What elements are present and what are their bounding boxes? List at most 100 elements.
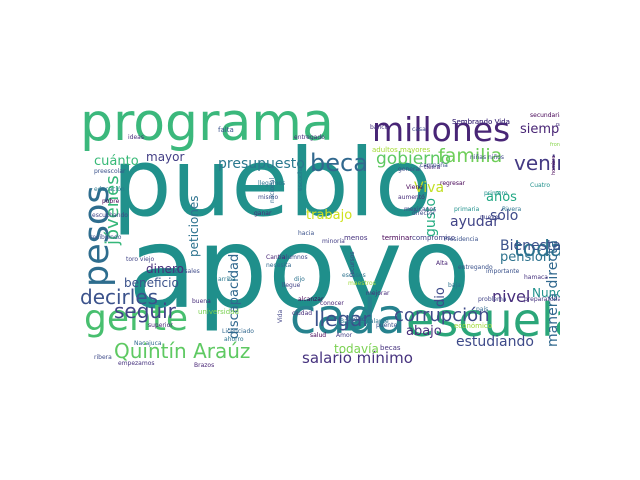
cloud-word: apoyo	[128, 204, 472, 334]
cloud-word: Alta	[436, 260, 448, 267]
cloud-word: pobre	[102, 198, 120, 205]
cloud-word: conocer	[320, 300, 344, 307]
cloud-word: arriba	[218, 276, 236, 283]
cloud-word: presupuesto	[218, 156, 305, 172]
cloud-word: niñas niños	[470, 154, 505, 161]
cloud-word: salario mínimo	[302, 349, 413, 367]
cloud-word: maestros	[348, 280, 376, 287]
cloud-word: ideas	[128, 134, 144, 141]
cloud-word: nivel	[492, 287, 531, 306]
cloud-word: banco	[370, 124, 389, 131]
cloud-word: compromiso	[412, 234, 456, 242]
cloud-word: secundaria	[530, 112, 560, 119]
cloud-word: primaria	[454, 206, 480, 213]
cloud-word: programa	[80, 107, 334, 153]
cloud-word: familia	[438, 145, 503, 167]
cloud-word: Nunca	[532, 286, 560, 300]
cloud-word: llegar	[314, 307, 371, 331]
cloud-word: llegue	[282, 282, 301, 289]
cloud-word: trabajo	[306, 208, 353, 223]
cloud-word: ahorro	[224, 336, 244, 343]
cloud-word: mayor	[146, 150, 185, 164]
cloud-word: peticiones	[187, 195, 201, 257]
cloud-word: estudiando	[456, 334, 534, 350]
cloud-word: sucursales	[168, 268, 200, 275]
cloud-word: mejorar	[366, 290, 390, 297]
cloud-word: nacional	[269, 177, 276, 203]
cloud-word: puente	[376, 322, 398, 329]
cloud-word: becas	[380, 344, 401, 352]
cloud-word: primero	[484, 190, 508, 197]
cloud-word: entregando	[458, 264, 493, 271]
cloud-word: buena	[192, 298, 211, 305]
cloud-word: beca	[310, 149, 368, 177]
cloud-word: país	[476, 306, 489, 313]
cloud-word: frontera	[550, 142, 560, 148]
cloud-word: siempre	[520, 122, 560, 137]
cloud-word: Vida	[277, 309, 284, 323]
cloud-word: Nacajuca	[134, 340, 162, 347]
cloud-word: Viene	[406, 184, 423, 191]
cloud-word: ribera	[94, 354, 112, 361]
cloud-word: tierra	[424, 164, 441, 171]
cloud-word: cuánto	[94, 154, 139, 169]
cloud-word: hombre	[551, 155, 557, 175]
cloud-word: toda	[514, 237, 560, 262]
cloud-word: recursos	[349, 251, 356, 277]
cloud-word: gente	[84, 298, 189, 339]
cloud-word: Licenciado	[222, 328, 254, 335]
cloud-word: director	[412, 210, 436, 217]
cloud-word: universidad	[198, 308, 239, 316]
cloud-word: beneficio	[124, 276, 179, 290]
cloud-word: baja	[448, 282, 461, 289]
cloud-word: ayudar	[450, 214, 499, 230]
cloud-word: sólo	[490, 208, 519, 224]
cloud-word: Sembrando Vida	[452, 118, 510, 126]
cloud-word: educación	[94, 186, 125, 193]
cloud-word: hamaca	[524, 274, 548, 281]
cloud-word: Cuatro	[530, 182, 551, 189]
cloud-word: ganar	[254, 210, 272, 217]
cloud-word: preescolar	[94, 168, 126, 175]
cloud-word: nuevo	[480, 214, 499, 221]
cloud-word: recibiendo	[90, 234, 122, 241]
cloud-word: pensión	[500, 250, 552, 265]
cloud-word: Badra Escalante	[340, 318, 389, 325]
cloud-word: seguir	[114, 299, 176, 323]
cloud-word: mismo	[258, 194, 279, 201]
cloud-word: problema	[478, 296, 507, 303]
cloud-word: todavía	[334, 342, 379, 356]
cloud-word: necesita	[266, 262, 292, 269]
cloud-word: mexicanos	[404, 206, 437, 213]
cloud-word: salud	[310, 332, 327, 339]
cloud-word: Brazos	[194, 362, 215, 369]
cloud-word: escucha	[297, 166, 304, 191]
cloud-word: millones	[372, 110, 511, 149]
cloud-word: adultos mayores	[372, 146, 431, 154]
cloud-word: empezamos	[118, 360, 155, 367]
cloud-word: hacia	[298, 230, 315, 237]
cloud-word: preparatoria	[524, 296, 560, 303]
cloud-word: económico	[454, 322, 493, 330]
cloud-word: padres	[556, 122, 560, 128]
cloud-word: minoría	[322, 238, 345, 245]
cloud-word: dinero	[146, 262, 184, 276]
cloud-word: alumnos	[282, 254, 308, 261]
cloud-word: Viva	[414, 180, 445, 196]
cloud-word: pueblo	[112, 129, 433, 238]
cloud-word: importante	[486, 268, 520, 275]
cloud-word: alcanzar	[298, 296, 324, 303]
cloud-word: Bienestar	[500, 238, 560, 254]
cloud-word: menos	[344, 234, 368, 242]
cloud-word: gusto	[423, 197, 439, 237]
cloud-word: regresar	[440, 180, 466, 187]
cloud-word: falta	[218, 126, 234, 134]
cloud-word: campaña	[420, 162, 448, 169]
cloud-word: años	[486, 190, 517, 205]
cloud-word: Presidencia	[444, 236, 479, 243]
cloud-word: discapacidad	[227, 253, 242, 339]
cloud-word: casa	[412, 126, 426, 133]
cloud-word: entregado	[294, 134, 325, 141]
cloud-word: general	[398, 166, 421, 173]
cloud-word: Rivera	[502, 206, 522, 213]
